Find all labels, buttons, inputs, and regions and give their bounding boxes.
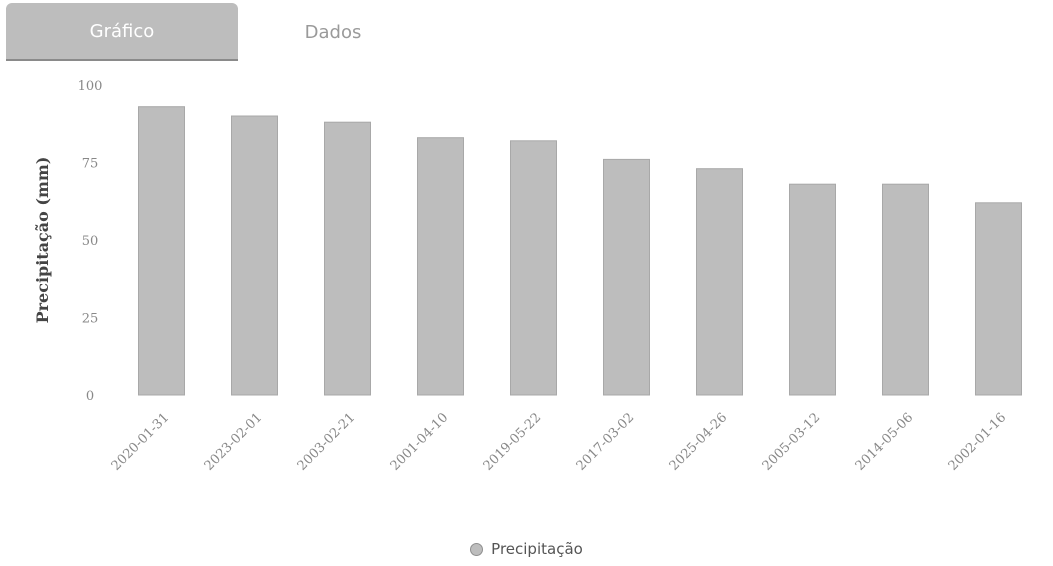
bar[interactable]	[510, 140, 557, 396]
y-tick-label: 100	[78, 79, 103, 94]
tab-grafico[interactable]: Gráfico	[6, 3, 238, 61]
legend[interactable]: Precipitação	[0, 540, 1053, 558]
bar[interactable]	[231, 115, 278, 396]
x-tick-label: 2019-05-22	[481, 410, 545, 474]
y-tick-label: 0	[86, 389, 94, 404]
x-tick-label: 2025-04-26	[667, 410, 731, 474]
x-tick-label: 2017-03-02	[574, 410, 638, 474]
y-tick-label: 25	[82, 312, 99, 327]
x-tick-label: 2003-02-21	[295, 410, 359, 474]
legend-label: Precipitação	[491, 540, 583, 558]
x-tick-label: 2005-03-12	[760, 410, 824, 474]
view-tabs: Gráfico Dados	[6, 3, 428, 61]
bar[interactable]	[324, 121, 371, 396]
x-tick-label: 2014-05-06	[853, 410, 917, 474]
bar[interactable]	[417, 137, 464, 396]
x-tick-label: 2001-04-10	[388, 410, 452, 474]
bar[interactable]	[789, 183, 836, 396]
bar[interactable]	[603, 158, 650, 396]
bars	[138, 106, 1022, 396]
y-tick-label: 50	[82, 234, 99, 249]
x-tick-label: 2002-01-16	[946, 410, 1010, 474]
bar[interactable]	[138, 106, 185, 396]
y-axis-label: Precipitação (mm)	[33, 157, 52, 324]
bar[interactable]	[975, 202, 1022, 396]
legend-swatch	[470, 542, 484, 556]
y-axis-ticks: 0 25 50 75 100	[78, 79, 103, 404]
x-axis-ticks: 2020-01-31 2023-02-01 2003-02-21 2001-04-10…	[109, 410, 1010, 474]
bar[interactable]	[696, 168, 743, 396]
tab-dados[interactable]: Dados	[304, 21, 362, 43]
x-tick-label: 2023-02-01	[202, 410, 266, 474]
y-tick-label: 75	[82, 157, 99, 172]
x-tick-label: 2020-01-31	[109, 410, 173, 474]
bar[interactable]	[882, 183, 929, 396]
bar-chart: 0 25 50 75 100 2020-01-31 2023-02-01 2003-02-2…	[33, 79, 1022, 474]
